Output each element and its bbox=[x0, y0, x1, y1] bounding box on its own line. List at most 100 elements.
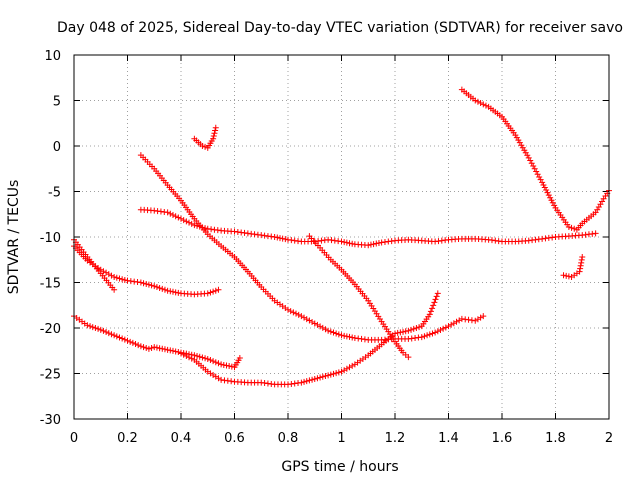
data-point-marker bbox=[108, 272, 115, 279]
data-point-marker bbox=[317, 374, 324, 381]
data-point-marker bbox=[370, 241, 377, 248]
data-point-marker bbox=[551, 202, 558, 209]
x-tick-label: 2 bbox=[605, 431, 613, 446]
x-tick-label: 1.8 bbox=[545, 431, 566, 446]
data-point-marker bbox=[100, 327, 107, 334]
data-point-marker bbox=[429, 330, 436, 337]
data-point-marker bbox=[301, 314, 308, 321]
data-point-marker bbox=[100, 268, 107, 275]
data-point-marker bbox=[167, 288, 174, 295]
data-point-marker bbox=[226, 363, 233, 370]
data-point-marker bbox=[161, 346, 168, 353]
x-tick-label: 1.2 bbox=[385, 431, 406, 446]
data-point-marker bbox=[537, 176, 544, 183]
data-point-marker bbox=[322, 373, 329, 380]
data-point-marker bbox=[536, 173, 543, 180]
data-point-marker bbox=[432, 296, 439, 303]
data-point-marker bbox=[480, 313, 487, 320]
y-tick-label: -5 bbox=[48, 186, 61, 201]
data-point-marker bbox=[178, 350, 184, 357]
data-point-marker bbox=[445, 323, 452, 330]
data-point-marker bbox=[105, 271, 112, 278]
data-point-marker bbox=[301, 378, 308, 385]
data-point-marker bbox=[525, 154, 532, 161]
data-point-marker bbox=[571, 225, 578, 232]
data-point-marker bbox=[92, 325, 99, 331]
data-point-marker bbox=[218, 361, 225, 368]
series-arc-b bbox=[71, 243, 222, 298]
data-point-marker bbox=[424, 332, 431, 339]
data-point-marker bbox=[95, 325, 102, 332]
series-arc-g bbox=[178, 290, 441, 388]
data-point-marker bbox=[211, 130, 218, 137]
data-point-marker bbox=[367, 241, 374, 248]
data-point-marker bbox=[202, 355, 209, 362]
data-point-marker bbox=[413, 325, 420, 331]
data-point-marker bbox=[210, 288, 217, 295]
x-tick-label: 0.2 bbox=[117, 431, 138, 446]
data-point-marker bbox=[164, 209, 171, 216]
data-point-marker bbox=[293, 310, 300, 317]
data-point-marker bbox=[151, 344, 158, 351]
data-point-marker bbox=[212, 287, 219, 294]
data-point-marker bbox=[335, 331, 342, 338]
data-point-marker bbox=[426, 331, 433, 338]
data-point-marker bbox=[548, 197, 555, 204]
data-point-marker bbox=[375, 240, 382, 247]
data-point-marker bbox=[309, 376, 316, 383]
data-point-marker bbox=[84, 322, 91, 329]
series-arc-i bbox=[458, 86, 612, 233]
data-point-marker bbox=[568, 224, 575, 231]
data-point-marker bbox=[549, 199, 556, 206]
data-point-marker bbox=[188, 355, 195, 362]
data-point-marker bbox=[215, 286, 222, 293]
data-point-marker bbox=[159, 285, 166, 292]
data-point-marker bbox=[343, 239, 350, 246]
data-point-marker bbox=[306, 317, 313, 324]
data-point-marker bbox=[290, 309, 297, 316]
data-point-marker bbox=[442, 324, 449, 331]
data-point-marker bbox=[156, 284, 163, 291]
data-point-marker bbox=[87, 323, 94, 330]
data-point-marker bbox=[124, 337, 131, 344]
data-point-marker bbox=[317, 323, 324, 330]
data-point-marker bbox=[276, 235, 283, 242]
x-tick-label: 1.4 bbox=[438, 431, 459, 446]
data-point-marker bbox=[140, 280, 147, 287]
data-point-marker bbox=[285, 306, 291, 313]
data-points bbox=[71, 86, 612, 388]
y-tick-label: -30 bbox=[40, 413, 61, 428]
data-point-marker bbox=[212, 124, 219, 131]
x-tick-label: 0.6 bbox=[224, 431, 245, 446]
series-arc-c bbox=[71, 313, 243, 371]
x-axis-label: GPS time / hours bbox=[281, 459, 398, 475]
data-point-marker bbox=[212, 359, 219, 366]
data-point-marker bbox=[333, 330, 340, 337]
data-point-marker bbox=[121, 276, 128, 283]
data-point-marker bbox=[541, 184, 548, 191]
x-tick-label: 1 bbox=[337, 431, 345, 446]
data-point-marker bbox=[207, 289, 214, 296]
x-tick-label: 1.6 bbox=[492, 431, 513, 446]
data-point-marker bbox=[518, 142, 525, 149]
data-point-marker bbox=[397, 329, 404, 336]
data-point-marker bbox=[303, 316, 310, 323]
data-point-marker bbox=[349, 362, 356, 369]
data-point-marker bbox=[338, 368, 345, 375]
data-point-marker bbox=[215, 360, 222, 367]
data-point-marker bbox=[563, 272, 570, 279]
data-point-marker bbox=[427, 308, 434, 315]
data-point-marker bbox=[534, 171, 541, 178]
y-tick-label: -15 bbox=[40, 277, 61, 292]
data-point-marker bbox=[365, 242, 372, 249]
data-point-marker bbox=[577, 262, 584, 269]
data-point-marker bbox=[111, 274, 118, 281]
data-point-marker bbox=[592, 230, 599, 237]
x-tick-label: 0.8 bbox=[278, 431, 299, 446]
data-point-marker bbox=[544, 189, 551, 196]
data-point-marker bbox=[274, 234, 281, 241]
data-point-marker bbox=[108, 331, 115, 338]
data-point-marker bbox=[175, 289, 182, 296]
data-point-marker bbox=[400, 328, 407, 335]
